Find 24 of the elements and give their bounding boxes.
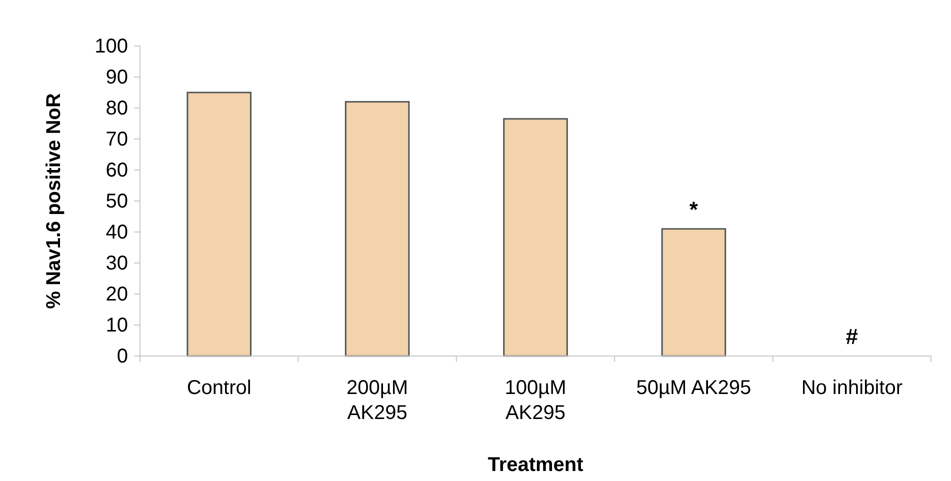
x-tick-label: 100µM AK295 xyxy=(504,377,566,424)
bar xyxy=(186,92,252,357)
y-tick-label: 90 xyxy=(106,66,128,88)
y-tick-label: 50 xyxy=(106,190,128,212)
bar xyxy=(661,228,726,357)
y-axis-title: % Nav1.6 positive NoR xyxy=(43,92,65,309)
x-axis-title: Treatment xyxy=(488,454,584,476)
x-tick-label: 50µM AK295 xyxy=(636,377,752,399)
y-tick-label: 100 xyxy=(94,35,128,58)
y-tick-label: 80 xyxy=(106,97,128,120)
y-tick-label: 30 xyxy=(106,252,128,274)
bar xyxy=(503,118,568,357)
y-tick-label: 10 xyxy=(106,314,128,336)
x-tick-label: No inhibitor xyxy=(801,377,903,399)
y-tick-label: 60 xyxy=(106,159,128,182)
y-tick-label: 0 xyxy=(116,345,128,368)
y-tick-label: 70 xyxy=(106,128,128,150)
y-tick-label: 20 xyxy=(106,283,128,306)
x-tick-label: Control xyxy=(186,377,252,399)
x-tick-label: 200µM AK295 xyxy=(346,377,408,424)
annotation: * xyxy=(689,196,698,222)
annotation: # xyxy=(846,324,858,349)
bar xyxy=(344,101,410,357)
y-tick-label: 40 xyxy=(106,221,128,244)
